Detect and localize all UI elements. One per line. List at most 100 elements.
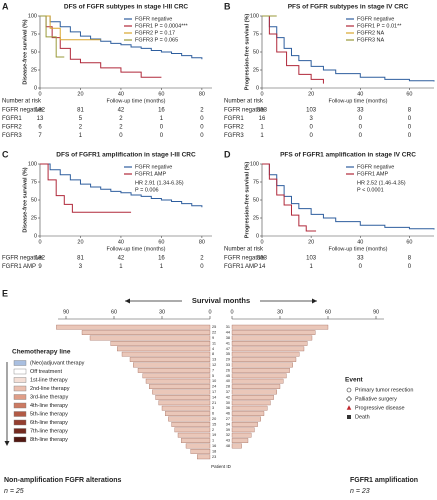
y-tick-label: 100 (250, 161, 259, 167)
legend-label: FGFR negative (135, 164, 172, 170)
y-tick-label: 25 (253, 215, 259, 221)
risk-value: 103 (306, 108, 317, 114)
patient-id: 22 (212, 331, 216, 335)
swimmer-bar (231, 341, 308, 346)
swimmer-bar (231, 384, 281, 389)
swimmer-bar (231, 335, 313, 341)
legend-swatch (13, 394, 27, 400)
y-axis-label: Disease-free survival (%) (22, 19, 28, 84)
swimmer-bar (231, 362, 293, 368)
swimmer-bar (177, 432, 211, 438)
patient-id: 10 (212, 379, 216, 383)
patient-id: 39 (226, 428, 230, 432)
patient-id: 17 (212, 390, 216, 394)
y-axis-label: Progression-free survival (%) (244, 14, 250, 91)
x-tick-label: 20 (77, 239, 83, 245)
patient-id: 32 (226, 433, 230, 437)
risk-row-label: FGFR negative (2, 256, 43, 262)
swimmer-bar (231, 422, 258, 427)
swimmer-bar (231, 438, 249, 443)
risk-value: 33 (357, 108, 364, 114)
y-tick-label: 0 (34, 85, 37, 91)
x-tick-label: 0 (208, 309, 211, 315)
legend-label: Progressive disease (355, 405, 405, 411)
swimmer-bar (133, 362, 211, 368)
y-tick-label: 100 (28, 161, 37, 167)
patient-id: 27 (226, 417, 230, 421)
patient-id: 12 (212, 363, 216, 367)
legend-label: Off treatment (30, 369, 62, 375)
y-tick-label: 100 (28, 13, 37, 19)
swimmer-bar (231, 357, 297, 362)
swimmer-bar (231, 324, 329, 330)
risk-value: 1 (260, 133, 264, 139)
swimmer-bar (181, 438, 211, 443)
swimmer-bar (137, 368, 211, 373)
swimmer-bar (231, 330, 316, 335)
risk-row-label: FGFR1 AMP (224, 264, 258, 270)
patient-id: 24 (212, 385, 216, 389)
swimmer-bar (89, 335, 211, 341)
legend-symbol (346, 405, 352, 410)
y-tick-label: 75 (253, 31, 259, 37)
patient-id: 13 (212, 358, 216, 362)
risk-row-label: FGFR1 AMP (2, 264, 36, 270)
legend-label: FGFR2 NA (357, 30, 385, 36)
y-axis-label: Progression-free survival (%) (244, 162, 250, 239)
x-axis-label: Patient ID (211, 464, 232, 469)
survival-curve (40, 15, 162, 78)
legend-symbol (347, 415, 351, 419)
risk-value: 0 (309, 125, 313, 131)
x-tick-label: 60 (111, 309, 117, 315)
patient-id: 47 (226, 347, 230, 351)
legend-swatch (13, 360, 27, 366)
risk-value: 9 (38, 264, 42, 270)
arrow-head (4, 441, 10, 446)
legend-swatch (13, 411, 27, 417)
legend-symbol (346, 396, 352, 402)
x-tick-label: 60 (406, 91, 412, 97)
patient-id: 44 (226, 331, 230, 335)
patient-id: 38 (226, 336, 230, 340)
swimmer-bar (231, 443, 242, 449)
patient-id: 25 (212, 325, 216, 329)
risk-value: 0 (408, 116, 412, 122)
patient-id: 35 (226, 352, 230, 356)
legend-label: Primary tumor resection (355, 387, 413, 393)
risk-value: 16 (158, 108, 165, 114)
swimmer-bar (185, 443, 211, 449)
patient-id: 20 (212, 417, 216, 421)
x-tick-label: 0 (260, 91, 263, 97)
survival-curve (40, 15, 65, 58)
y-tick-label: 0 (34, 233, 37, 239)
risk-table-title: Number at risk (224, 247, 264, 253)
survival-curve (262, 15, 324, 84)
risk-value: 7 (38, 133, 42, 139)
y-tick-label: 75 (253, 179, 259, 185)
patient-id: 23 (212, 455, 216, 459)
patient-id: 8 (212, 352, 214, 356)
y-tick-label: 50 (31, 49, 37, 55)
risk-value: 5 (79, 116, 83, 122)
x-tick-label: 30 (159, 309, 165, 315)
risk-row-label: FGFR negative (224, 256, 265, 262)
y-tick-label: 50 (253, 197, 259, 203)
legend-title: Chemotherapy line (12, 349, 71, 356)
risk-value: 0 (119, 133, 123, 139)
risk-value: 3 (79, 264, 83, 270)
legend-label: FGFR negative (357, 16, 394, 22)
risk-value: 13 (37, 116, 44, 122)
swimmer-bar (142, 373, 211, 379)
risk-row-label: FGFR2 (224, 125, 244, 131)
risk-table-title: Number at risk (2, 99, 42, 105)
risk-value: 8 (408, 256, 412, 262)
survival-curve (262, 163, 317, 232)
legend-label: FGFR negative (357, 164, 394, 170)
legend-swatch (13, 377, 27, 383)
patient-id: 34 (226, 422, 230, 426)
swimmer-bar (168, 416, 211, 422)
annotation: HR 2.91 (1.34-6.35) (135, 180, 184, 186)
risk-value: 81 (77, 256, 84, 262)
x-tick-label: 0 (230, 309, 233, 315)
